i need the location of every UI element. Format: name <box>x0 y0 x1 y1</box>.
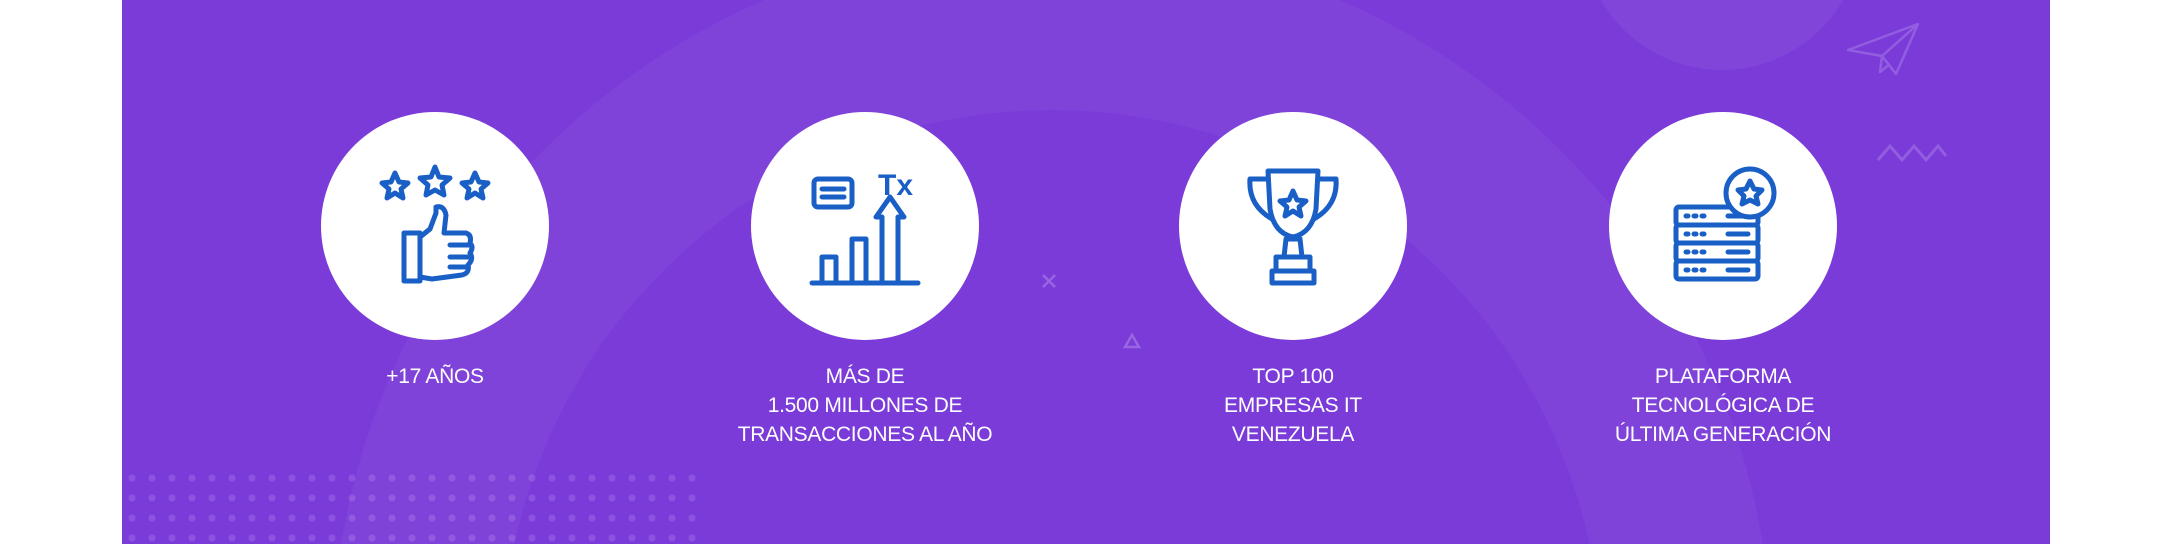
feature-icon-circle <box>1609 112 1837 340</box>
feature-label-line: EMPRESAS IT <box>1224 394 1362 417</box>
feature-label-line: ÚLTIMA GENERACIÓN <box>1614 423 1832 446</box>
feature-label-line: 1.500 MILLONES DE <box>767 394 963 417</box>
feature-transactions: Tx MÁS DE 1.500 MILLONES DE TRANSACCIONE… <box>705 112 1025 449</box>
feature-label: MÁS DE 1.500 MILLONES DE TRANSACCIONES A… <box>738 362 993 449</box>
cross-decoration <box>1042 274 1056 288</box>
feature-label-line: VENEZUELA <box>1231 423 1355 446</box>
server-star-icon <box>1673 166 1777 282</box>
feature-icon-circle <box>321 112 549 340</box>
feature-years: +17 AÑOS <box>275 112 595 391</box>
feature-top-companies: TOP 100 EMPRESAS IT VENEZUELA <box>1133 112 1453 449</box>
paper-plane-icon <box>1846 22 1920 76</box>
feature-icon-circle: Tx <box>751 112 979 340</box>
feature-label-line: MÁS DE <box>825 365 905 388</box>
growth-chart-icon: Tx <box>809 169 921 286</box>
trophy-icon <box>1247 168 1339 286</box>
feature-label-line: TECNOLÓGICA DE <box>1631 394 1815 417</box>
tx-glyph: Tx <box>878 169 913 202</box>
zigzag-decoration <box>1876 143 1948 163</box>
feature-label: TOP 100 EMPRESAS IT VENEZUELA <box>1224 362 1362 449</box>
triangle-decoration <box>1122 332 1142 349</box>
feature-label: +17 AÑOS <box>386 362 484 391</box>
feature-platform: PLATAFORMA TECNOLÓGICA DE ÚLTIMA GENERAC… <box>1563 112 1883 449</box>
feature-label-line: +17 AÑOS <box>386 365 484 388</box>
dot-pattern-decoration <box>122 468 707 544</box>
feature-label-line: TOP 100 <box>1252 365 1334 388</box>
feature-label: PLATAFORMA TECNOLÓGICA DE ÚLTIMA GENERAC… <box>1614 362 1832 449</box>
feature-label-line: PLATAFORMA <box>1654 365 1792 388</box>
feature-label-line: TRANSACCIONES AL AÑO <box>737 423 993 446</box>
stats-banner: +17 AÑOS Tx MÁS DE 1.500 MILLONES DE TRA… <box>122 0 2050 544</box>
thumbs-up-stars-icon <box>379 164 491 284</box>
background-circle-decoration <box>1582 0 1862 70</box>
feature-icon-circle <box>1179 112 1407 340</box>
